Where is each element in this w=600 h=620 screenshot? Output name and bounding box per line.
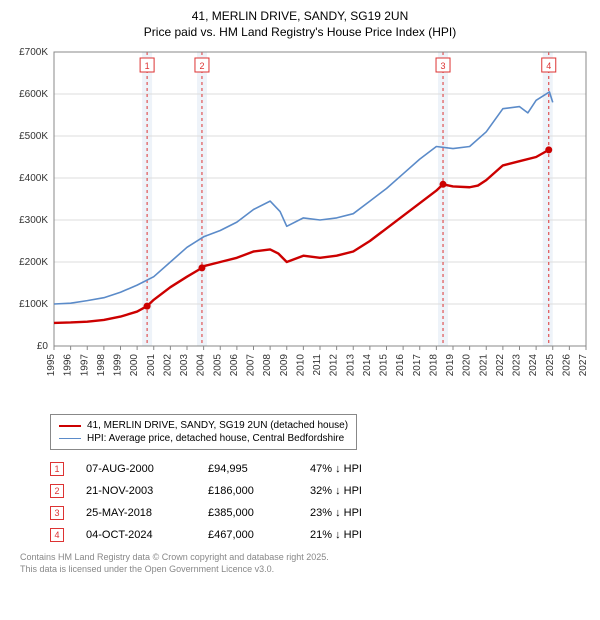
svg-text:2027: 2027 [578, 354, 589, 377]
transaction-price: £467,000 [208, 529, 288, 541]
attribution-footer: Contains HM Land Registry data © Crown c… [20, 552, 580, 575]
svg-text:2009: 2009 [279, 354, 290, 377]
title-line-1: 41, MERLIN DRIVE, SANDY, SG19 2UN [10, 8, 590, 24]
transaction-date: 25-MAY-2018 [86, 507, 186, 519]
svg-text:1996: 1996 [63, 354, 74, 377]
svg-text:£100K: £100K [19, 299, 48, 310]
svg-text:2022: 2022 [495, 354, 506, 377]
svg-text:2016: 2016 [395, 354, 406, 377]
svg-text:1997: 1997 [79, 354, 90, 377]
svg-text:2: 2 [199, 61, 204, 71]
svg-text:1995: 1995 [46, 354, 57, 377]
svg-text:2014: 2014 [362, 354, 373, 377]
chart-area: £0 £100K £200K £300K £400K £500K £600K £700K 1 2 3… [10, 46, 590, 406]
svg-text:2001: 2001 [146, 354, 157, 377]
svg-text:4: 4 [546, 61, 551, 71]
transaction-marker: 4 [50, 528, 64, 542]
transaction-diff: 23% ↓ HPI [310, 507, 390, 519]
svg-text:2015: 2015 [379, 354, 390, 377]
chart-title: 41, MERLIN DRIVE, SANDY, SG19 2UN Price … [10, 8, 590, 40]
svg-text:2011: 2011 [312, 354, 323, 376]
transaction-row: 4 04-OCT-2024 £467,000 21% ↓ HPI [50, 524, 580, 546]
legend-item: HPI: Average price, detached house, Cent… [59, 432, 348, 445]
svg-text:£200K: £200K [19, 257, 48, 268]
svg-text:2017: 2017 [412, 354, 423, 377]
transaction-row: 3 25-MAY-2018 £385,000 23% ↓ HPI [50, 502, 580, 524]
transaction-diff: 47% ↓ HPI [310, 463, 390, 475]
svg-text:2004: 2004 [196, 354, 207, 377]
svg-text:£500K: £500K [19, 131, 48, 142]
transaction-date: 07-AUG-2000 [86, 463, 186, 475]
transaction-diff: 32% ↓ HPI [310, 485, 390, 497]
svg-text:£300K: £300K [19, 215, 48, 226]
svg-text:2006: 2006 [229, 354, 240, 377]
footer-line-1: Contains HM Land Registry data © Crown c… [20, 552, 580, 564]
transaction-diff: 21% ↓ HPI [310, 529, 390, 541]
transaction-marker: 2 [50, 484, 64, 498]
svg-text:2019: 2019 [445, 354, 456, 377]
transaction-marker: 3 [50, 506, 64, 520]
svg-text:£600K: £600K [19, 89, 48, 100]
transaction-price: £385,000 [208, 507, 288, 519]
title-line-2: Price paid vs. HM Land Registry's House … [10, 24, 590, 40]
svg-text:2023: 2023 [512, 354, 523, 377]
svg-text:2003: 2003 [179, 354, 190, 377]
svg-text:2002: 2002 [162, 354, 173, 377]
transactions-table: 1 07-AUG-2000 £94,995 47% ↓ HPI 2 21-NOV-2003… [50, 458, 580, 546]
svg-text:2008: 2008 [262, 354, 273, 377]
svg-text:£700K: £700K [19, 47, 48, 58]
svg-text:2005: 2005 [212, 354, 223, 377]
svg-text:2018: 2018 [428, 354, 439, 377]
svg-text:2021: 2021 [478, 354, 489, 377]
svg-text:£0: £0 [37, 341, 49, 352]
chart-container: 41, MERLIN DRIVE, SANDY, SG19 2UN Price … [0, 0, 600, 582]
svg-text:1998: 1998 [96, 354, 107, 377]
svg-text:2024: 2024 [528, 354, 539, 377]
legend-swatch [59, 438, 81, 439]
svg-text:2013: 2013 [345, 354, 356, 377]
transaction-row: 1 07-AUG-2000 £94,995 47% ↓ HPI [50, 458, 580, 480]
svg-text:2020: 2020 [462, 354, 473, 377]
transaction-date: 21-NOV-2003 [86, 485, 186, 497]
svg-text:3: 3 [441, 61, 446, 71]
svg-text:2007: 2007 [246, 354, 257, 377]
legend-swatch [59, 425, 81, 427]
transaction-marker: 1 [50, 462, 64, 476]
line-chart-svg: £0 £100K £200K £300K £400K £500K £600K £700K 1 2 3… [10, 46, 590, 406]
svg-text:2010: 2010 [295, 354, 306, 377]
transaction-date: 04-OCT-2024 [86, 529, 186, 541]
legend: 41, MERLIN DRIVE, SANDY, SG19 2UN (detac… [50, 414, 357, 450]
svg-text:1999: 1999 [113, 354, 124, 377]
legend-label: HPI: Average price, detached house, Cent… [87, 433, 344, 444]
transaction-price: £186,000 [208, 485, 288, 497]
transaction-row: 2 21-NOV-2003 £186,000 32% ↓ HPI [50, 480, 580, 502]
svg-text:1: 1 [145, 61, 150, 71]
svg-text:2000: 2000 [129, 354, 140, 377]
svg-text:£400K: £400K [19, 173, 48, 184]
svg-text:2026: 2026 [561, 354, 572, 377]
footer-line-2: This data is licensed under the Open Gov… [20, 564, 580, 576]
svg-text:2012: 2012 [329, 354, 340, 377]
svg-text:2025: 2025 [545, 354, 556, 377]
legend-item: 41, MERLIN DRIVE, SANDY, SG19 2UN (detac… [59, 419, 348, 432]
transaction-price: £94,995 [208, 463, 288, 475]
legend-label: 41, MERLIN DRIVE, SANDY, SG19 2UN (detac… [87, 420, 348, 431]
